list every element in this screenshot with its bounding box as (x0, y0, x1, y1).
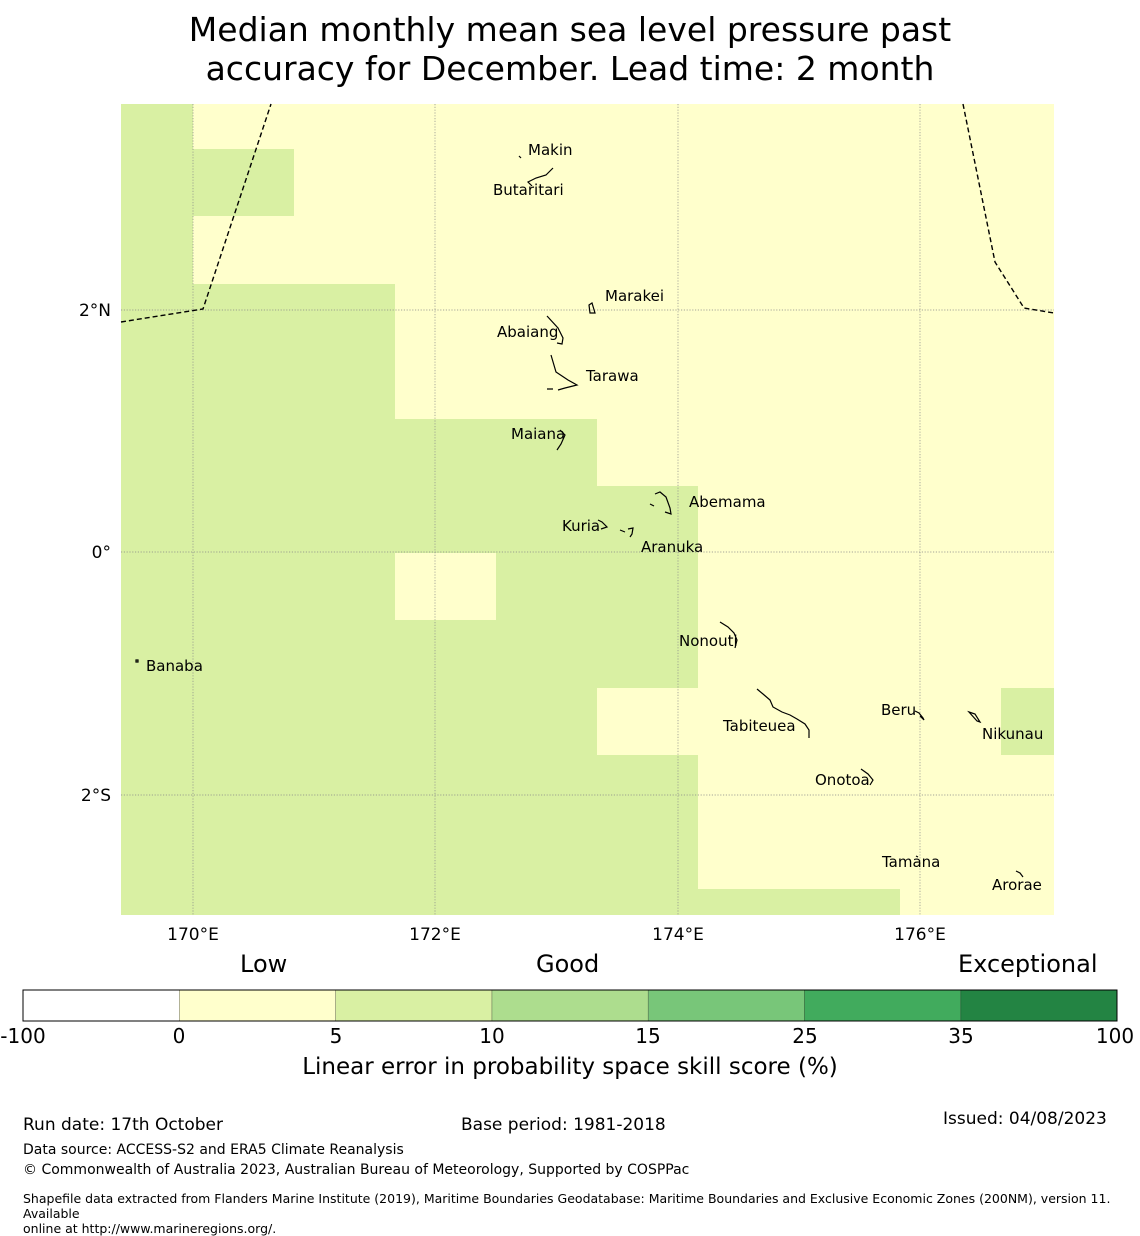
colorbar-tick-label: 100 (1095, 1024, 1135, 1048)
eez-boundaries (120, 103, 1055, 323)
island-shape-kuria (597, 519, 609, 530)
island-shape-butaritari (526, 167, 554, 187)
colorbar-tick-label: 0 (172, 1024, 186, 1048)
colorbar-tick-label: -100 (0, 1024, 46, 1048)
colorbar-tick-label: 5 (329, 1024, 343, 1048)
island-shape-tarawa (547, 354, 579, 391)
colorbar-tick-label: 35 (948, 1024, 974, 1048)
colorbar-dividers (179, 990, 962, 1021)
place-label-onotoa: Onotoa (815, 771, 870, 789)
island-shape-aranuka (619, 527, 634, 538)
shapefile-credit-line-2: online at http://www.marineregions.org/. (23, 1221, 277, 1236)
island-shape-arorae (1015, 870, 1024, 878)
colorbar-frame (22, 989, 1118, 1022)
island-labels: Makin Butaritari Marakei Abaiang Tarawa … (146, 141, 1043, 894)
colorbar-axis-label: Linear error in probability space skill … (302, 1054, 838, 1080)
lon-tick-label: 170°E (167, 925, 219, 945)
island-shape-nonouti (719, 621, 738, 649)
lat-tick-label: 2°S (81, 786, 111, 806)
island-shape-marakei (588, 302, 596, 314)
base-period: Base period: 1981-2018 (461, 1115, 666, 1135)
axis-labels: 170°E 172°E 174°E 176°E 2°N 0° 2°S (79, 301, 946, 945)
issued-date: Issued: 04/08/2023 (943, 1109, 1107, 1129)
island-shape-makin (518, 155, 522, 159)
shapefile-credit-line-1: Shapefile data extracted from Flanders M… (23, 1191, 1111, 1221)
colorbar-tick-label: 10 (479, 1024, 505, 1048)
grid-cell-good (121, 104, 193, 915)
colorbar-bin-0-5 (179, 990, 336, 1021)
copyright-notice: © Commonwealth of Australia 2023, Austra… (23, 1162, 690, 1178)
place-label-tabiteuea: Tabiteuea (722, 717, 796, 735)
place-label-maiana: Maiana (511, 425, 565, 443)
colorbar-tick-label: 15 (635, 1024, 661, 1048)
run-date: Run date: 17th October (23, 1115, 223, 1135)
place-label-kuria: Kuria (562, 517, 600, 535)
data-source: Data source: ACCESS-S2 and ERA5 Climate … (23, 1142, 404, 1158)
island-shape-abemama (649, 491, 672, 515)
colorbar-bin-10-15 (491, 990, 649, 1021)
island-shape-nikunau (967, 710, 982, 724)
island-shape-banaba (135, 659, 139, 663)
island-outlines (135, 155, 1024, 878)
grid-cell-good (193, 149, 294, 216)
colorbar-bin-15-25 (648, 990, 805, 1021)
place-label-makin: Makin (528, 141, 573, 159)
island-shape-abaiang (546, 315, 564, 345)
graticule (121, 104, 1054, 915)
place-label-nonouti: Nonouti (679, 632, 738, 650)
place-label-tamana: Tamana (881, 853, 940, 871)
colorbar-tick-label: 25 (792, 1024, 818, 1048)
grid-cell-good (597, 486, 698, 688)
place-label-arorae: Arorae (992, 876, 1042, 894)
place-label-tarawa: Tarawa (585, 367, 639, 385)
grid-cell-good (193, 284, 395, 915)
island-shape-onotoa (860, 768, 874, 786)
island-shape-tabiteuea (756, 688, 810, 738)
place-label-banaba: Banaba (146, 657, 203, 675)
colorbar-bin-25-35 (804, 990, 961, 1021)
legend-heading-low: Low (240, 950, 288, 978)
eez-boundary-east (962, 103, 1055, 314)
legend-heading-good: Good (536, 950, 600, 978)
colorbar (22, 989, 1118, 1022)
lon-tick-label: 174°E (652, 925, 704, 945)
grid-cell-good (698, 889, 900, 915)
title-line-2: accuracy for December. Lead time: 2 mont… (205, 49, 935, 88)
island-shape-beru (914, 710, 925, 721)
eez-boundary-west (120, 103, 272, 323)
place-label-butaritari: Butaritari (493, 181, 564, 199)
grid-cell-good (597, 755, 698, 915)
grid-cell-low (395, 553, 496, 620)
skill-grid (121, 104, 1054, 915)
place-label-marakei: Marakei (605, 287, 664, 305)
place-label-beru: Beru (881, 701, 916, 719)
island-shape-tamana (915, 855, 919, 858)
place-label-nikunau: Nikunau (982, 725, 1043, 743)
shapefile-credit: Shapefile data extracted from Flanders M… (23, 1191, 1138, 1236)
grid-cell-good (395, 419, 597, 915)
lat-tick-label: 0° (92, 543, 111, 563)
colorbar-bin-5-10 (335, 990, 492, 1021)
lon-tick-label: 176°E (894, 925, 946, 945)
legend-heading-exceptional: Exceptional (958, 950, 1098, 978)
chart-title: Median monthly mean sea level pressure p… (0, 10, 1140, 88)
lat-tick-label: 2°N (79, 301, 111, 321)
colorbar-bin-35-100 (960, 990, 1117, 1021)
island-shape-maiana (556, 429, 566, 451)
place-label-aranuka: Aranuka (641, 538, 703, 556)
lon-tick-label: 172°E (409, 925, 461, 945)
colorbar-bin-neg100-0 (23, 990, 180, 1021)
title-line-1: Median monthly mean sea level pressure p… (188, 10, 952, 49)
place-label-abemama: Abemama (689, 493, 766, 511)
grid-cell-good (1001, 688, 1054, 755)
place-label-abaiang: Abaiang (497, 323, 558, 341)
